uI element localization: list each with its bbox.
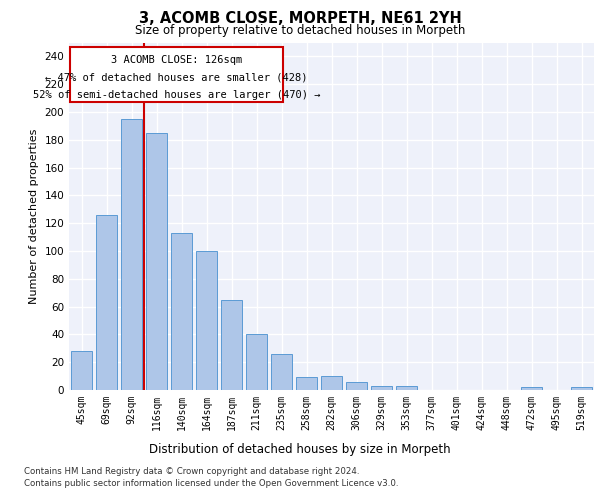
Bar: [321, 376, 342, 390]
Text: 3, ACOMB CLOSE, MORPETH, NE61 2YH: 3, ACOMB CLOSE, MORPETH, NE61 2YH: [139, 11, 461, 26]
Bar: [521, 387, 542, 390]
Text: ← 47% of detached houses are smaller (428): ← 47% of detached houses are smaller (42…: [45, 72, 308, 83]
Bar: [196, 251, 217, 390]
Text: Distribution of detached houses by size in Morpeth: Distribution of detached houses by size …: [149, 442, 451, 456]
Bar: [271, 354, 292, 390]
Bar: [396, 386, 417, 390]
Bar: [296, 378, 317, 390]
Bar: [71, 351, 92, 390]
Text: Size of property relative to detached houses in Morpeth: Size of property relative to detached ho…: [135, 24, 465, 37]
FancyBboxPatch shape: [70, 46, 283, 102]
Text: Contains HM Land Registry data © Crown copyright and database right 2024.: Contains HM Land Registry data © Crown c…: [24, 468, 359, 476]
Text: 52% of semi-detached houses are larger (470) →: 52% of semi-detached houses are larger (…: [33, 90, 320, 100]
Bar: [346, 382, 367, 390]
Bar: [571, 387, 592, 390]
Text: Contains public sector information licensed under the Open Government Licence v3: Contains public sector information licen…: [24, 478, 398, 488]
Text: 3 ACOMB CLOSE: 126sqm: 3 ACOMB CLOSE: 126sqm: [111, 55, 242, 65]
Y-axis label: Number of detached properties: Number of detached properties: [29, 128, 39, 304]
Bar: [121, 119, 142, 390]
Bar: [171, 233, 192, 390]
Bar: [221, 300, 242, 390]
Bar: [96, 215, 117, 390]
Bar: [146, 133, 167, 390]
Bar: [246, 334, 267, 390]
Bar: [371, 386, 392, 390]
